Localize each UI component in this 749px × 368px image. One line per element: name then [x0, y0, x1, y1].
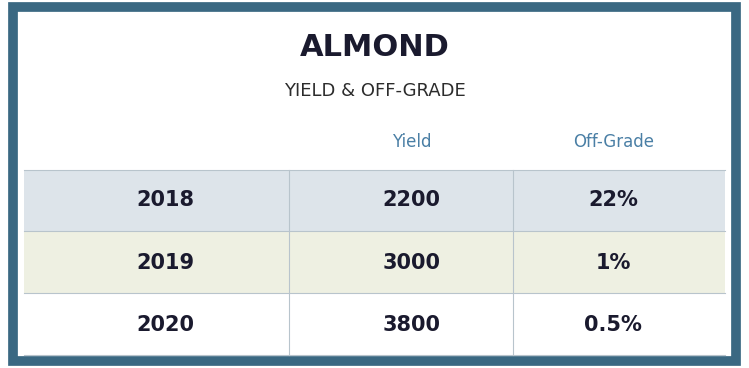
Text: 3800: 3800: [383, 315, 441, 335]
Text: Yield: Yield: [392, 133, 431, 151]
FancyBboxPatch shape: [13, 7, 736, 361]
Text: 3000: 3000: [383, 252, 441, 273]
Text: 1%: 1%: [595, 252, 631, 273]
Bar: [24, 232, 725, 293]
Text: 0.5%: 0.5%: [584, 315, 642, 335]
Text: 2020: 2020: [136, 315, 195, 335]
Text: 2019: 2019: [136, 252, 195, 273]
Text: YIELD & OFF-GRADE: YIELD & OFF-GRADE: [284, 82, 465, 100]
Bar: [24, 170, 725, 231]
Text: 2018: 2018: [136, 190, 195, 210]
Bar: [24, 294, 725, 355]
Text: 22%: 22%: [589, 190, 638, 210]
Text: 2200: 2200: [383, 190, 441, 210]
Text: Off-Grade: Off-Grade: [573, 133, 654, 151]
Text: ALMOND: ALMOND: [300, 32, 449, 61]
